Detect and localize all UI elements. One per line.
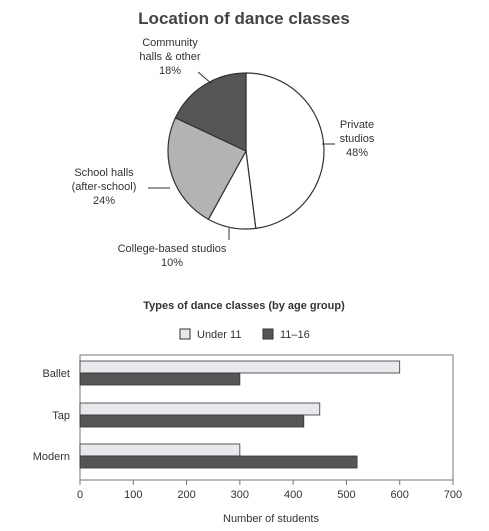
x-tick-label: 300	[231, 489, 249, 501]
x-tick-label: 200	[177, 489, 195, 501]
pie-slices	[167, 72, 325, 230]
pie-slice-label: Community halls & other 18%	[139, 37, 200, 77]
bar-modern-under-11	[79, 443, 241, 457]
pie-slice-label: College-based studios 10%	[118, 243, 227, 269]
legend-swatch	[262, 328, 274, 340]
bar-tap-11-16	[79, 414, 305, 428]
pie-slice-community-halls	[174, 72, 247, 152]
x-tick-label: 700	[444, 489, 462, 501]
pie-slice-school-halls	[167, 116, 247, 221]
x-tick-label: 400	[284, 489, 302, 501]
bar-ballet-11-16	[79, 372, 241, 386]
pie-chart-title: Location of dance classes	[138, 9, 350, 28]
pie-slice-label: School halls (after-school) 24%	[72, 167, 137, 207]
category-label: Ballet	[42, 368, 70, 380]
category-label: Tap	[52, 410, 70, 422]
legend-label: Under 11	[197, 329, 241, 341]
pie-chart: Location of dance classes Private studios…	[72, 9, 375, 269]
bar-plot: 0 100 200 300 400 500 600 700 Ballet Tap Modern	[33, 354, 462, 501]
bar-ballet-under-11	[79, 360, 401, 374]
legend-swatch	[179, 328, 191, 340]
bar-modern-11-16	[79, 455, 358, 469]
bar-chart-title: Types of dance classes (by age group)	[143, 300, 345, 312]
pie-slice-private-studios	[245, 72, 325, 230]
bar-tap-under-11	[79, 402, 321, 416]
x-tick-label: 600	[391, 489, 409, 501]
x-tick-label: 100	[124, 489, 142, 501]
x-tick-label: 0	[77, 489, 83, 501]
legend-label: 11–16	[280, 329, 310, 341]
pie-labels: Private studios 48% College-based studios 10…	[72, 37, 375, 269]
pie-leader-line	[197, 71, 213, 85]
category-label: Modern	[33, 451, 70, 463]
pie-slice-label: Private studios 48%	[340, 119, 375, 159]
x-tick-label: 500	[337, 489, 355, 501]
x-axis-label: Number of students	[223, 513, 319, 525]
bar-legend: Under 11 11–16	[179, 328, 310, 341]
